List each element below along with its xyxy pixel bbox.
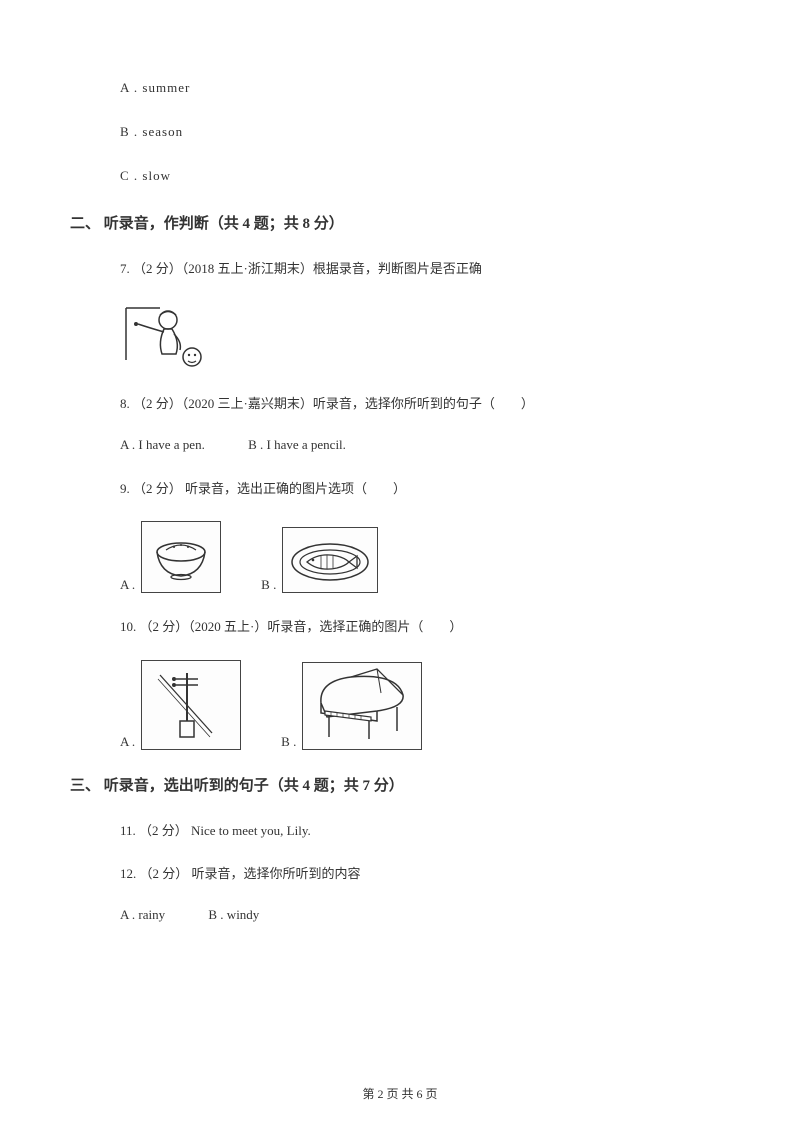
- q10-text: 10. （2 分）（2020 五上·）听录音，选择正确的图片（ ）: [120, 617, 730, 638]
- page-footer: 第 2 页 共 6 页: [0, 1085, 800, 1102]
- q12-options: A . rainy B . windy: [120, 907, 730, 923]
- fish-plate-icon: [282, 527, 378, 593]
- q6-option-b: B . season: [120, 124, 730, 140]
- q8-option-a: A . I have a pen.: [120, 437, 205, 452]
- piano-icon: [302, 662, 422, 750]
- q8-options: A . I have a pen. B . I have a pencil.: [120, 437, 730, 453]
- q10-option-a: A .: [120, 660, 241, 750]
- erhu-icon: [141, 660, 241, 750]
- q6-option-c: C . slow: [120, 168, 730, 184]
- rice-bowl-icon: [141, 521, 221, 593]
- section3-heading: 三、 听录音，选出听到的句子（共 4 题；共 7 分）: [70, 774, 730, 795]
- q11-text: 11. （2 分） Nice to meet you, Lily.: [120, 821, 730, 842]
- q12-option-b: B . windy: [208, 907, 259, 922]
- option-label: A .: [120, 577, 135, 593]
- q9-option-a: A .: [120, 521, 221, 593]
- q7-image: [120, 302, 730, 372]
- option-label: B .: [261, 577, 276, 593]
- option-text: B . season: [120, 124, 183, 139]
- q12-option-a: A . rainy: [120, 907, 165, 922]
- option-label: B .: [281, 734, 296, 750]
- q9-option-b: B .: [261, 527, 378, 593]
- q8-text: 8. （2 分）（2020 三上·嘉兴期末）听录音，选择你所听到的句子（ ）: [120, 394, 730, 415]
- q7-text: 7. （2 分）（2018 五上·浙江期末）根据录音，判断图片是否正确: [120, 259, 730, 280]
- q10-images: A . B .: [120, 660, 730, 750]
- q12-text: 12. （2 分） 听录音，选择你所听到的内容: [120, 864, 730, 885]
- q9-text: 9. （2 分） 听录音，选出正确的图片选项（ ）: [120, 479, 730, 500]
- section2-heading: 二、 听录音，作判断（共 4 题；共 8 分）: [70, 212, 730, 233]
- option-label: A .: [120, 734, 135, 750]
- q6-option-a: A . summer: [120, 80, 730, 96]
- q9-images: A . B .: [120, 521, 730, 593]
- option-text: A . summer: [120, 80, 190, 95]
- q8-option-b: B . I have a pencil.: [248, 437, 346, 452]
- q10-option-b: B .: [281, 662, 422, 750]
- option-text: C . slow: [120, 168, 171, 183]
- boy-drawing-icon: [120, 302, 210, 372]
